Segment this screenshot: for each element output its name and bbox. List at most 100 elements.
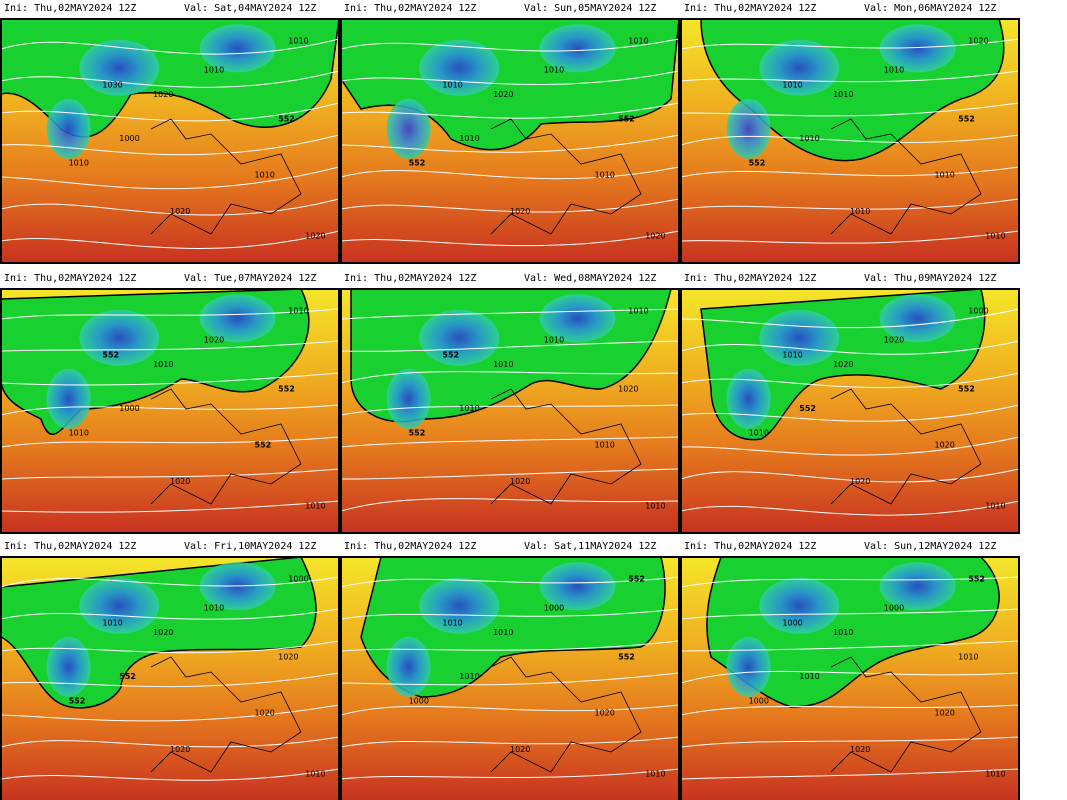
isobar [0,640,340,654]
coastline [490,118,642,235]
valid-time: Val: Sat,04MAY2024 12Z [184,3,317,14]
map: 1010 1020 1020 1000 552 1010 552 1020 1020 1010 [680,288,1020,534]
isobar [0,230,340,249]
contour-label: 1010 [69,158,89,167]
isobar [340,468,680,480]
isobar [0,166,340,190]
low-core [46,636,91,697]
isobar [680,768,1020,780]
contour-label: 1020 [510,477,530,486]
contour-label: 552 [628,574,645,583]
isobar [340,608,680,620]
isobar [680,500,1020,516]
valid-time: Val: Sun,05MAY2024 12Z [524,3,657,14]
coastline [150,118,302,235]
low-core [726,636,771,697]
isobar [340,340,680,352]
valid-time: Val: Fri,10MAY2024 12Z [184,541,317,552]
isobar [0,372,340,386]
isobar [0,436,340,448]
init-time: Ini: Thu,02MAY2024 12Z [344,3,477,14]
isobar [340,704,680,716]
isobar [340,640,680,652]
contour-label: 1010 [102,618,122,627]
low-core [419,39,500,96]
isobar [340,38,680,52]
contour-label: 1010 [749,428,769,437]
contour-label: 552 [968,574,985,583]
contour-label: 1020 [850,477,870,486]
isobar [680,102,1020,117]
map-panel: 552 1010 1010 1010 1010 552 1020 1020 1010 1010 [340,288,680,534]
contour-label: 1020 [935,709,955,718]
isobar [0,102,340,122]
low-core [79,309,160,366]
contour-label: 1020 [595,709,615,718]
contour-label: 1020 [935,441,955,450]
valid-time: Val: Mon,06MAY2024 12Z [864,3,997,14]
contour-label: 1010 [628,306,648,315]
contour-label: 552 [278,384,295,393]
low-core [879,294,956,343]
coastline [830,388,982,505]
contour-label: 1010 [645,770,665,779]
contour-label: 552 [102,350,119,359]
contour-label: 1020 [833,360,853,369]
low-core [539,24,616,73]
contour-label: 1010 [935,171,955,180]
isobar [340,371,680,384]
low-core [879,24,956,73]
contour-label: 1010 [493,628,513,637]
isobar [0,672,340,688]
contour-label: 1000 [544,604,564,613]
isobar [0,70,340,88]
isobar [0,768,340,781]
isobar [680,308,1020,329]
frame [0,288,340,534]
contour-label: 552 [749,158,766,167]
coastline [150,656,302,773]
contour-label: 1010 [204,66,224,75]
contour-label: 1010 [833,90,853,99]
low-core [199,294,276,343]
isobar [680,404,1020,422]
isobar [340,576,680,588]
isobar [340,672,680,686]
contour-label: 1020 [170,745,190,754]
low-core [726,98,771,159]
isobar [680,436,1020,456]
low-core [726,368,771,429]
contour-label: 1010 [799,134,819,143]
contour-label: 1010 [305,502,325,511]
contour-label: 552 [618,652,635,661]
isobar [340,736,680,748]
isobar [680,340,1020,355]
isobar [680,704,1020,716]
frame [680,288,1020,534]
isobar [680,736,1020,748]
contour-label: 552 [119,672,136,681]
isobar [680,38,1020,50]
isobar [0,340,340,352]
contour-label: 552 [618,114,635,123]
isobar [0,736,340,748]
isobar [0,468,340,480]
isobar [340,70,680,85]
contour-label: 1010 [442,618,462,627]
contour-label: 1020 [618,384,638,393]
contour-label: 1010 [850,207,870,216]
low-core [759,309,840,366]
contour-label: 1010 [69,428,89,437]
isobar [340,134,680,153]
low-core [419,309,500,366]
contour-label: 1020 [153,90,173,99]
low-core [79,39,160,96]
contour-label: 1000 [119,404,139,413]
contour-label: 1020 [968,36,988,45]
isobar [0,500,340,513]
contour-label: 1010 [204,604,224,613]
contour-label: 1010 [985,770,1005,779]
isobar [0,38,340,55]
low-core [879,562,956,611]
valid-time: Val: Tue,07MAY2024 12Z [184,273,317,284]
